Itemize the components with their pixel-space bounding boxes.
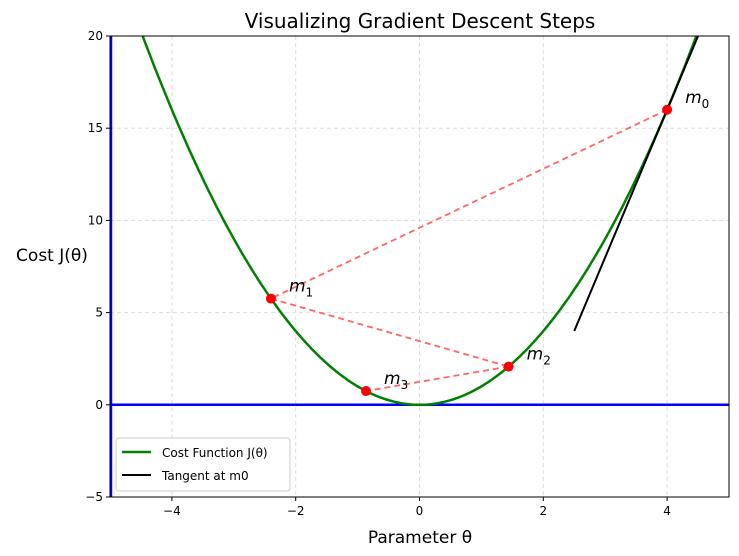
step-label: m2 xyxy=(527,345,551,368)
step-path-segment xyxy=(365,365,509,392)
x-tick-label: 2 xyxy=(539,504,547,518)
legend: Cost Function J(θ) Tangent at m0 xyxy=(115,437,291,492)
x-tick-label: −4 xyxy=(163,504,181,518)
plot-marks: m0 m1 m2 m3 xyxy=(109,35,729,497)
grid xyxy=(110,35,729,498)
tangent-line xyxy=(573,35,699,332)
step-point xyxy=(361,386,372,397)
y-tick-label: 0 xyxy=(95,398,103,412)
step-label: m3 xyxy=(384,369,408,392)
legend-label-tangent: Tangent at m0 xyxy=(161,469,249,483)
ticks: −4 −2 0 2 4 −5 0 5 10 15 20 xyxy=(85,29,671,518)
y-tick-label: 5 xyxy=(95,306,103,320)
y-tick-label: 10 xyxy=(88,213,103,227)
step-label: m1 xyxy=(289,277,313,300)
step-path-segment xyxy=(270,297,509,368)
y-tick-label: −5 xyxy=(85,490,103,504)
x-tick-label: 0 xyxy=(416,504,424,518)
step-path-segment xyxy=(270,108,668,300)
legend-box xyxy=(115,437,291,492)
x-axis-label: Parameter θ xyxy=(368,528,472,548)
legend-label-curve: Cost Function J(θ) xyxy=(162,446,268,460)
step-point xyxy=(503,361,514,372)
chart-title: Visualizing Gradient Descent Steps xyxy=(245,9,596,33)
y-tick-label: 20 xyxy=(88,29,103,43)
cost-function-curve xyxy=(141,35,698,407)
plot-frame xyxy=(109,35,730,498)
x-tick-label: 4 xyxy=(663,504,671,518)
x-tick-label: −2 xyxy=(287,504,305,518)
step-point xyxy=(265,293,276,304)
y-tick-label: 15 xyxy=(88,121,103,135)
y-axis-label: Cost J(θ) xyxy=(16,246,88,266)
step-point xyxy=(662,104,673,115)
step-label: m0 xyxy=(685,88,709,111)
